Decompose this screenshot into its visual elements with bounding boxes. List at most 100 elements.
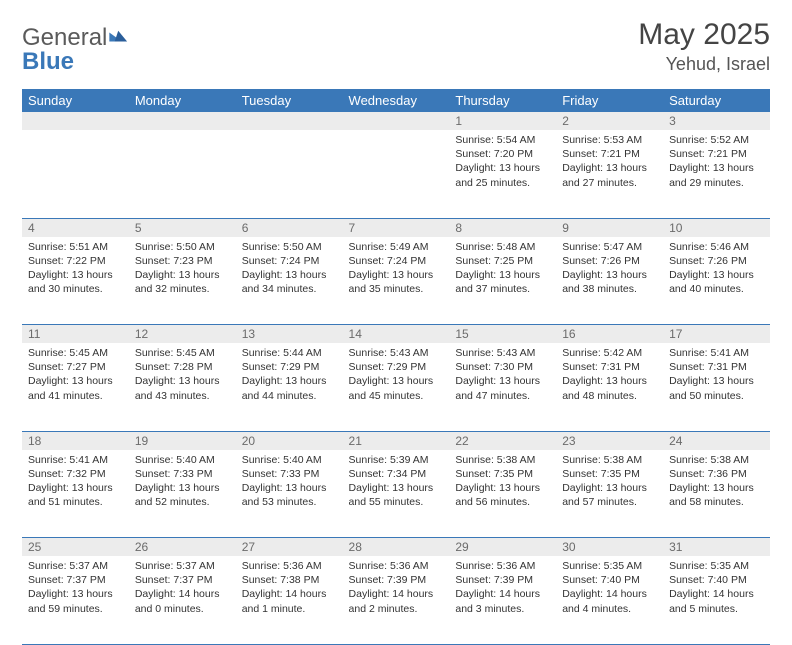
day-sunset-text: Sunset: 7:24 PM — [242, 254, 337, 268]
day-number-cell — [236, 112, 343, 130]
day-detail-cell: Sunrise: 5:38 AMSunset: 7:36 PMDaylight:… — [663, 450, 770, 538]
day-daylight-text: Daylight: 13 hours and 47 minutes. — [455, 374, 550, 402]
day-number-cell: 6 — [236, 218, 343, 237]
day-detail-cell: Sunrise: 5:52 AMSunset: 7:21 PMDaylight:… — [663, 130, 770, 218]
day-daylight-text: Daylight: 14 hours and 4 minutes. — [562, 587, 657, 615]
day-sunrise-text: Sunrise: 5:50 AM — [242, 240, 337, 254]
day-daylight-text: Daylight: 13 hours and 32 minutes. — [135, 268, 230, 296]
day-header: Saturday — [663, 89, 770, 112]
day-daylight-text: Daylight: 13 hours and 40 minutes. — [669, 268, 764, 296]
header: GeneralBlue May 2025 Yehud, Israel — [22, 18, 770, 75]
location-text: Yehud, Israel — [638, 54, 770, 75]
day-detail-cell: Sunrise: 5:41 AMSunset: 7:31 PMDaylight:… — [663, 343, 770, 431]
day-number-cell: 29 — [449, 538, 556, 557]
day-detail-cell: Sunrise: 5:35 AMSunset: 7:40 PMDaylight:… — [663, 556, 770, 644]
day-sunrise-text: Sunrise: 5:52 AM — [669, 133, 764, 147]
day-header-row: SundayMondayTuesdayWednesdayThursdayFrid… — [22, 89, 770, 112]
day-daylight-text: Daylight: 14 hours and 5 minutes. — [669, 587, 764, 615]
day-detail-cell: Sunrise: 5:37 AMSunset: 7:37 PMDaylight:… — [22, 556, 129, 644]
day-sunrise-text: Sunrise: 5:41 AM — [669, 346, 764, 360]
day-sunset-text: Sunset: 7:30 PM — [455, 360, 550, 374]
day-sunset-text: Sunset: 7:40 PM — [669, 573, 764, 587]
logo: GeneralBlue — [22, 26, 131, 74]
calendar-table: SundayMondayTuesdayWednesdayThursdayFrid… — [22, 89, 770, 645]
day-detail-cell: Sunrise: 5:38 AMSunset: 7:35 PMDaylight:… — [449, 450, 556, 538]
day-daylight-text: Daylight: 13 hours and 35 minutes. — [349, 268, 444, 296]
day-daylight-text: Daylight: 13 hours and 43 minutes. — [135, 374, 230, 402]
day-sunrise-text: Sunrise: 5:35 AM — [562, 559, 657, 573]
day-detail-cell: Sunrise: 5:44 AMSunset: 7:29 PMDaylight:… — [236, 343, 343, 431]
detail-row: Sunrise: 5:54 AMSunset: 7:20 PMDaylight:… — [22, 130, 770, 218]
day-daylight-text: Daylight: 13 hours and 57 minutes. — [562, 481, 657, 509]
day-detail-cell: Sunrise: 5:42 AMSunset: 7:31 PMDaylight:… — [556, 343, 663, 431]
day-sunset-text: Sunset: 7:40 PM — [562, 573, 657, 587]
day-number-cell: 22 — [449, 431, 556, 450]
day-sunrise-text: Sunrise: 5:36 AM — [242, 559, 337, 573]
day-sunrise-text: Sunrise: 5:50 AM — [135, 240, 230, 254]
day-number-cell: 15 — [449, 325, 556, 344]
day-sunrise-text: Sunrise: 5:36 AM — [455, 559, 550, 573]
logo-flag-icon — [109, 24, 131, 51]
day-sunset-text: Sunset: 7:37 PM — [135, 573, 230, 587]
day-header: Wednesday — [343, 89, 450, 112]
day-number-cell: 19 — [129, 431, 236, 450]
day-detail-cell: Sunrise: 5:50 AMSunset: 7:23 PMDaylight:… — [129, 237, 236, 325]
daynum-row: 123 — [22, 112, 770, 130]
day-detail-cell: Sunrise: 5:48 AMSunset: 7:25 PMDaylight:… — [449, 237, 556, 325]
day-sunrise-text: Sunrise: 5:48 AM — [455, 240, 550, 254]
day-number-cell — [343, 112, 450, 130]
day-sunrise-text: Sunrise: 5:45 AM — [135, 346, 230, 360]
day-sunset-text: Sunset: 7:39 PM — [349, 573, 444, 587]
day-sunset-text: Sunset: 7:34 PM — [349, 467, 444, 481]
day-header: Friday — [556, 89, 663, 112]
day-sunrise-text: Sunrise: 5:46 AM — [669, 240, 764, 254]
day-daylight-text: Daylight: 13 hours and 30 minutes. — [28, 268, 123, 296]
day-detail-cell: Sunrise: 5:43 AMSunset: 7:29 PMDaylight:… — [343, 343, 450, 431]
day-sunset-text: Sunset: 7:36 PM — [669, 467, 764, 481]
day-sunrise-text: Sunrise: 5:43 AM — [349, 346, 444, 360]
day-sunrise-text: Sunrise: 5:49 AM — [349, 240, 444, 254]
day-number-cell: 30 — [556, 538, 663, 557]
day-sunrise-text: Sunrise: 5:38 AM — [562, 453, 657, 467]
day-header: Tuesday — [236, 89, 343, 112]
day-sunrise-text: Sunrise: 5:43 AM — [455, 346, 550, 360]
day-sunrise-text: Sunrise: 5:37 AM — [28, 559, 123, 573]
day-detail-cell: Sunrise: 5:43 AMSunset: 7:30 PMDaylight:… — [449, 343, 556, 431]
day-number-cell: 27 — [236, 538, 343, 557]
day-detail-cell: Sunrise: 5:40 AMSunset: 7:33 PMDaylight:… — [129, 450, 236, 538]
day-detail-cell: Sunrise: 5:37 AMSunset: 7:37 PMDaylight:… — [129, 556, 236, 644]
detail-row: Sunrise: 5:51 AMSunset: 7:22 PMDaylight:… — [22, 237, 770, 325]
detail-row: Sunrise: 5:37 AM Sunset: 7:37 PM Daylight:… — [22, 556, 770, 644]
day-number-cell: 28 — [343, 538, 450, 557]
day-daylight-text: Daylight: 14 hours and 3 minutes. — [455, 587, 550, 615]
day-number-cell: 7 — [343, 218, 450, 237]
day-sunset-text: Sunset: 7:25 PM — [455, 254, 550, 268]
page-title: May 2025 — [638, 18, 770, 52]
day-daylight-text: Daylight: 13 hours and 44 minutes. — [242, 374, 337, 402]
day-sunrise-text: Sunrise: 5:40 AM — [242, 453, 337, 467]
day-detail-cell: Sunrise: 5:45 AMSunset: 7:28 PMDaylight:… — [129, 343, 236, 431]
day-sunset-text: Sunset: 7:33 PM — [135, 467, 230, 481]
day-sunrise-text: Sunrise: 5:40 AM — [135, 453, 230, 467]
day-detail-cell: Sunrise: 5:53 AMSunset: 7:21 PMDaylight:… — [556, 130, 663, 218]
day-number-cell: 9 — [556, 218, 663, 237]
day-sunrise-text: Sunrise: 5:54 AM — [455, 133, 550, 147]
detail-row: Sunrise: 5:45 AM Sunset: 7:27 PM Daylight:… — [22, 343, 770, 431]
day-number-cell: 25 — [22, 538, 129, 557]
day-daylight-text: Daylight: 13 hours and 45 minutes. — [349, 374, 444, 402]
day-detail-cell: Sunrise: 5:50 AMSunset: 7:24 PMDaylight:… — [236, 237, 343, 325]
day-sunset-text: Sunset: 7:27 PM — [28, 360, 123, 374]
day-daylight-text: Daylight: 13 hours and 58 minutes. — [669, 481, 764, 509]
day-detail-cell: Sunrise: 5:40 AMSunset: 7:33 PMDaylight:… — [236, 450, 343, 538]
day-daylight-text: Daylight: 13 hours and 25 minutes. — [455, 161, 550, 189]
day-number-cell: 12 — [129, 325, 236, 344]
day-sunset-text: Sunset: 7:21 PM — [562, 147, 657, 161]
logo-text-general: General — [22, 24, 107, 51]
day-sunset-text: Sunset: 7:26 PM — [669, 254, 764, 268]
day-sunrise-text: Sunrise: 5:47 AM — [562, 240, 657, 254]
day-sunset-text: Sunset: 7:28 PM — [135, 360, 230, 374]
day-daylight-text: Daylight: 13 hours and 51 minutes. — [28, 481, 123, 509]
day-number-cell: 21 — [343, 431, 450, 450]
day-sunrise-text: Sunrise: 5:38 AM — [455, 453, 550, 467]
daynum-row: 45678910 — [22, 218, 770, 237]
